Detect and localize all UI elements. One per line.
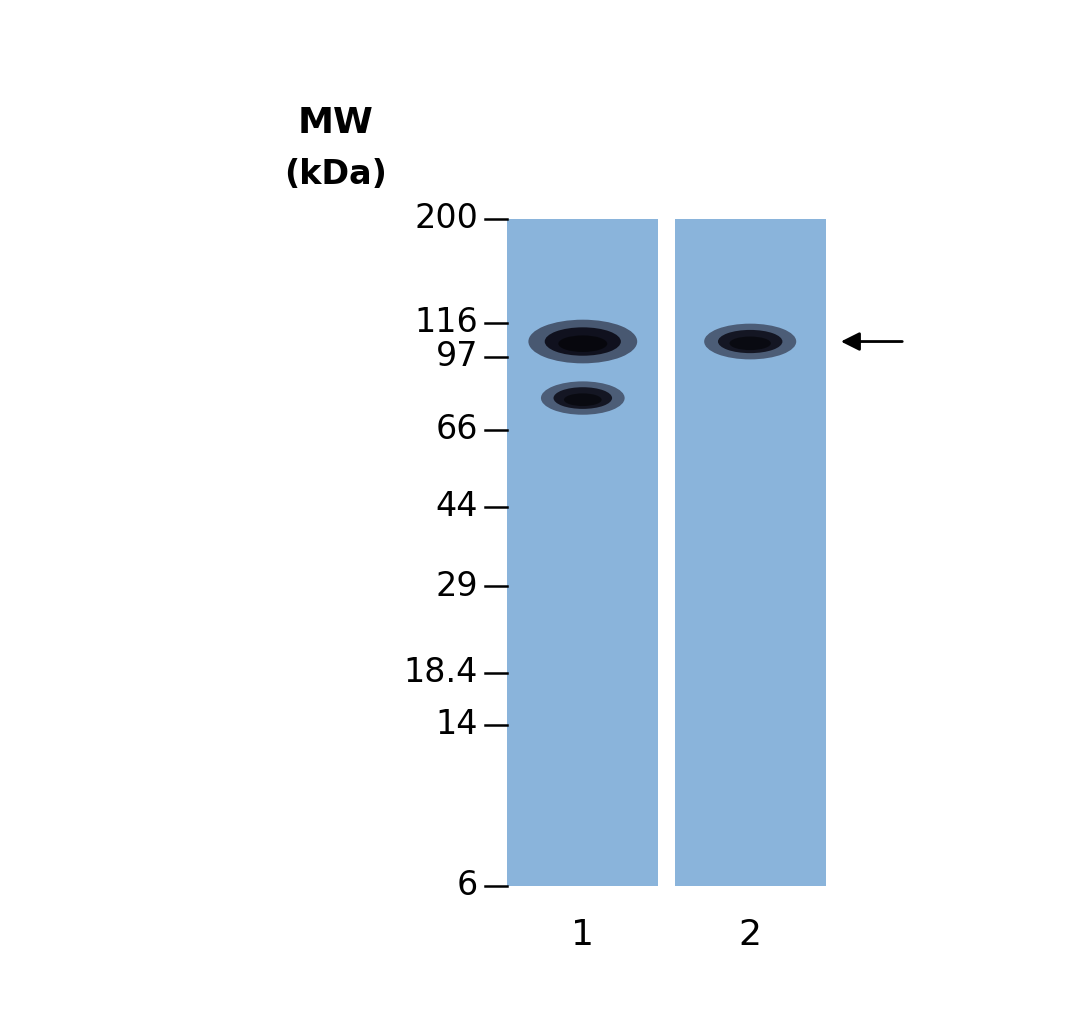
Text: 18.4: 18.4: [404, 656, 478, 690]
Ellipse shape: [718, 330, 782, 354]
Ellipse shape: [544, 327, 621, 356]
Ellipse shape: [541, 381, 624, 414]
Text: 1: 1: [571, 918, 594, 952]
Text: 2: 2: [739, 918, 761, 952]
Ellipse shape: [704, 324, 796, 360]
Ellipse shape: [729, 336, 771, 351]
Ellipse shape: [564, 394, 602, 406]
Text: 200: 200: [415, 202, 478, 235]
Text: 6: 6: [457, 869, 478, 902]
Text: MW: MW: [298, 105, 374, 139]
Bar: [675, 219, 825, 886]
Text: (kDa): (kDa): [284, 158, 388, 191]
Ellipse shape: [528, 320, 637, 363]
Ellipse shape: [554, 388, 612, 409]
Text: 97: 97: [435, 340, 478, 373]
Text: 116: 116: [415, 306, 478, 339]
Text: 29: 29: [435, 570, 478, 603]
Bar: [508, 219, 658, 886]
Text: 14: 14: [435, 708, 478, 741]
Text: 66: 66: [435, 413, 478, 446]
Ellipse shape: [558, 335, 607, 352]
Text: 44: 44: [435, 491, 478, 524]
